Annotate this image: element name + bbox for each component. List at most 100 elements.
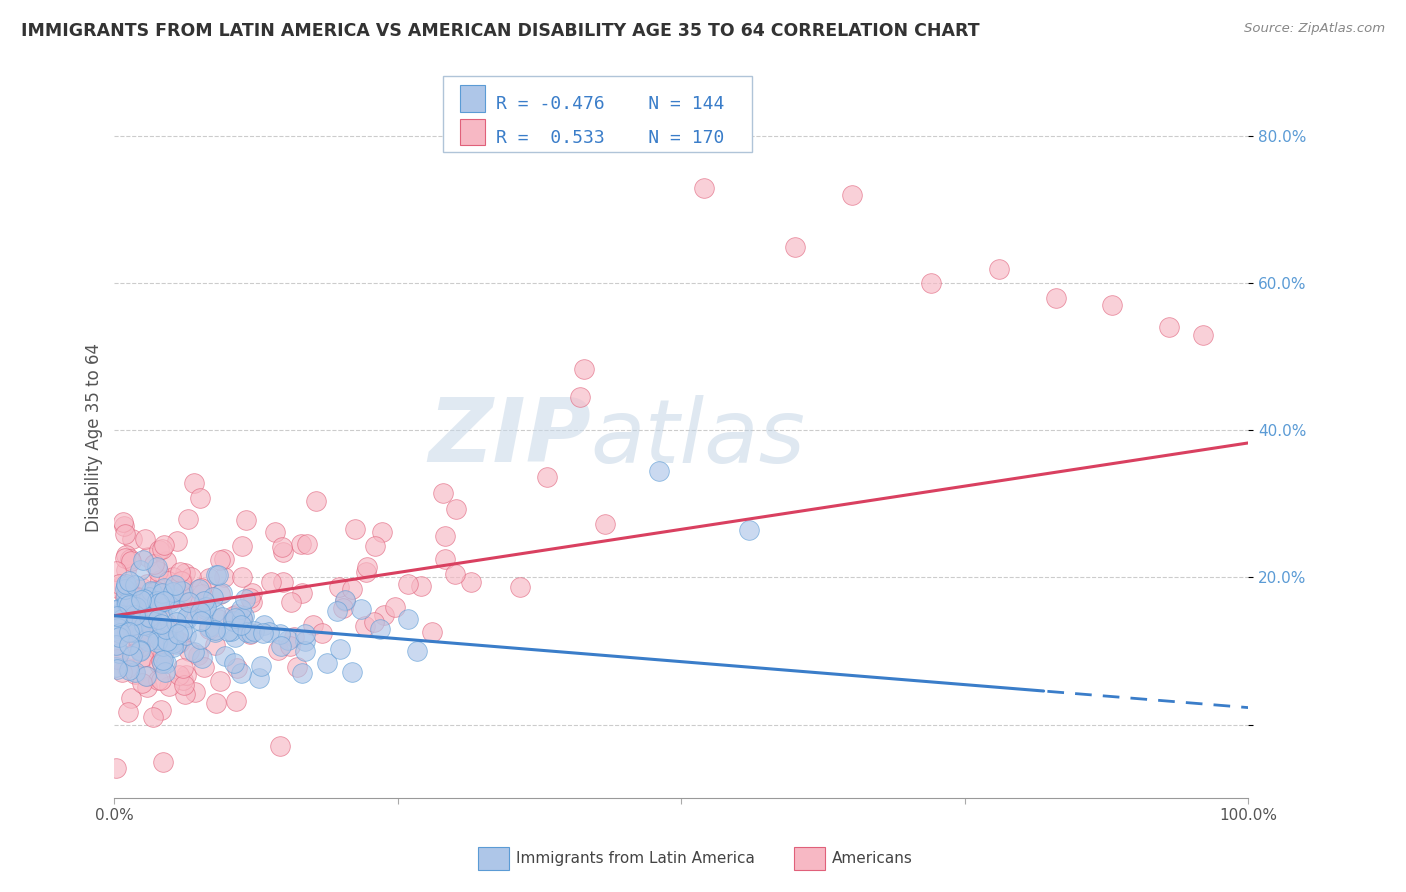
Point (198, 571, 221, 585)
Point (434, 529, 457, 543)
Point (201, 590, 224, 604)
Point (229, 618, 252, 632)
Point (136, 680, 159, 694)
Point (162, 628, 184, 642)
Point (370, 622, 392, 636)
Point (363, 615, 385, 630)
Point (188, 604, 211, 618)
Point (305, 493, 328, 508)
Point (117, 603, 139, 617)
Point (315, 656, 337, 670)
Point (150, 703, 173, 717)
Point (328, 581, 350, 595)
Point (269, 739, 291, 754)
Point (152, 647, 174, 661)
Point (135, 594, 157, 608)
Point (444, 566, 467, 581)
Point (233, 592, 256, 607)
Point (240, 626, 263, 640)
Point (156, 636, 179, 650)
Point (693, 180, 716, 194)
Point (135, 669, 157, 683)
Point (231, 539, 253, 553)
Point (267, 642, 290, 657)
Point (136, 576, 159, 591)
Point (149, 617, 172, 632)
Point (169, 636, 191, 650)
Point (738, 523, 761, 537)
Point (105, 609, 128, 624)
Point (122, 624, 145, 639)
Point (177, 512, 200, 526)
Point (132, 613, 155, 627)
Point (115, 564, 138, 578)
Point (170, 574, 193, 589)
Point (329, 641, 352, 656)
Point (127, 632, 149, 647)
Point (150, 637, 173, 651)
Point (222, 614, 245, 628)
Point (432, 485, 454, 500)
Point (115, 624, 138, 639)
Point (155, 656, 177, 670)
Point (193, 594, 215, 608)
Point (240, 585, 263, 599)
Point (226, 607, 249, 622)
Point (153, 665, 176, 679)
Point (406, 644, 429, 658)
Text: Americans: Americans (832, 851, 914, 865)
Point (127, 591, 149, 605)
Point (373, 608, 395, 623)
Point (117, 705, 139, 719)
Point (396, 577, 419, 591)
Text: R = -0.476    N = 144: R = -0.476 N = 144 (496, 95, 724, 113)
Point (1192, 327, 1215, 342)
Point (176, 609, 198, 624)
Point (138, 549, 160, 564)
Point (124, 665, 146, 679)
Point (231, 570, 253, 584)
Point (162, 585, 184, 599)
Point (572, 361, 595, 376)
Point (128, 636, 150, 650)
Point (294, 644, 316, 658)
Point (156, 634, 179, 648)
Point (155, 615, 177, 629)
Point (138, 610, 160, 624)
Point (180, 569, 202, 583)
Point (153, 627, 176, 641)
Point (115, 579, 138, 593)
Point (114, 590, 136, 604)
Point (187, 648, 209, 662)
Point (252, 626, 274, 640)
Point (108, 630, 131, 644)
Point (169, 565, 191, 579)
Point (162, 640, 184, 654)
Point (104, 638, 127, 652)
Point (105, 662, 128, 676)
Point (384, 599, 406, 614)
Point (325, 604, 347, 618)
Point (433, 551, 456, 566)
Point (356, 559, 378, 574)
Point (115, 598, 138, 612)
Point (350, 602, 373, 616)
Point (129, 640, 152, 654)
Point (129, 593, 152, 607)
Point (290, 586, 312, 600)
Point (211, 586, 233, 600)
Point (146, 611, 169, 625)
Point (194, 602, 217, 616)
Point (278, 639, 301, 653)
Point (169, 635, 191, 649)
Point (145, 583, 167, 598)
Point (783, 239, 806, 253)
Point (291, 665, 314, 680)
Point (136, 604, 159, 618)
Point (174, 668, 197, 682)
Point (148, 565, 170, 579)
Point (111, 612, 134, 626)
Point (342, 665, 364, 680)
Point (142, 710, 165, 724)
Point (198, 620, 221, 634)
